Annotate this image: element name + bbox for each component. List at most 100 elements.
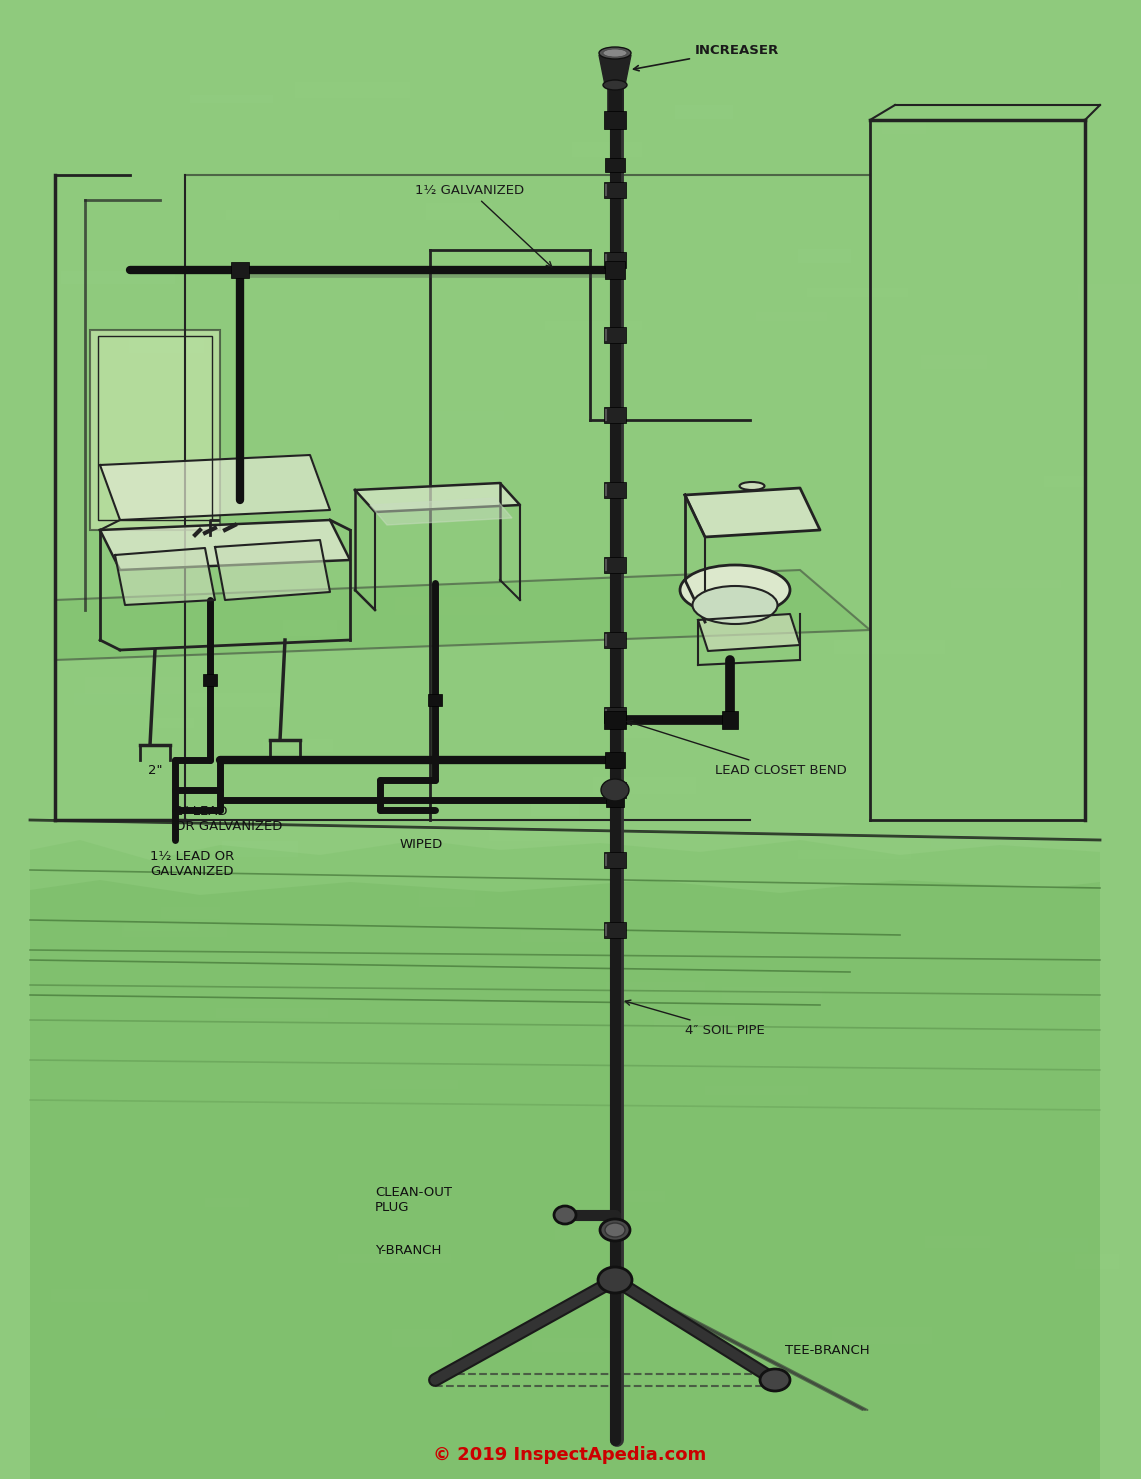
- Bar: [161, 907, 220, 920]
- Bar: [145, 717, 194, 728]
- Bar: [925, 1235, 990, 1248]
- Polygon shape: [685, 488, 820, 537]
- Bar: [606, 793, 624, 808]
- Bar: [122, 924, 227, 936]
- Polygon shape: [698, 614, 800, 651]
- Bar: [1062, 98, 1136, 111]
- Bar: [950, 580, 1061, 589]
- Polygon shape: [100, 456, 330, 521]
- Bar: [981, 1338, 1066, 1350]
- Bar: [191, 95, 273, 104]
- Bar: [593, 776, 696, 794]
- Bar: [722, 711, 738, 729]
- Bar: [606, 982, 705, 992]
- Bar: [393, 1330, 452, 1347]
- Bar: [604, 707, 626, 723]
- Bar: [610, 728, 656, 738]
- Bar: [605, 158, 625, 172]
- Bar: [203, 674, 217, 686]
- Bar: [222, 842, 298, 856]
- Bar: [604, 632, 626, 648]
- Bar: [1075, 1254, 1119, 1269]
- Text: 1½ GALVANIZED: 1½ GALVANIZED: [415, 183, 552, 268]
- Ellipse shape: [599, 47, 631, 59]
- Bar: [74, 694, 170, 705]
- Polygon shape: [599, 55, 631, 84]
- Bar: [370, 1080, 458, 1089]
- Bar: [604, 711, 626, 729]
- Ellipse shape: [693, 586, 777, 624]
- Bar: [544, 321, 642, 330]
- Bar: [798, 248, 851, 263]
- Bar: [834, 640, 945, 654]
- Bar: [419, 890, 475, 907]
- Ellipse shape: [760, 1370, 790, 1392]
- Bar: [832, 1327, 931, 1344]
- Text: 4″ SOIL PIPE: 4″ SOIL PIPE: [625, 1000, 764, 1037]
- Polygon shape: [215, 540, 330, 600]
- Bar: [604, 782, 626, 799]
- Bar: [205, 1198, 250, 1207]
- Bar: [124, 921, 197, 932]
- Ellipse shape: [739, 482, 764, 490]
- Bar: [996, 1118, 1073, 1134]
- Bar: [226, 210, 339, 220]
- Bar: [604, 111, 626, 129]
- Bar: [604, 327, 626, 343]
- Ellipse shape: [598, 1268, 632, 1293]
- Ellipse shape: [605, 1223, 625, 1236]
- Bar: [532, 1338, 615, 1352]
- Bar: [1029, 1238, 1087, 1253]
- Bar: [1078, 284, 1141, 300]
- Text: TEE-BRANCH: TEE-BRANCH: [785, 1343, 869, 1356]
- Bar: [90, 330, 220, 529]
- Bar: [98, 336, 212, 521]
- Bar: [395, 598, 510, 615]
- Bar: [604, 482, 626, 498]
- Text: 2″ LEAD
OR GALVANIZED: 2″ LEAD OR GALVANIZED: [175, 805, 282, 833]
- Text: LEAD CLOSET BEND: LEAD CLOSET BEND: [628, 720, 847, 776]
- Polygon shape: [100, 521, 350, 569]
- Bar: [798, 849, 911, 859]
- Ellipse shape: [600, 1219, 630, 1241]
- Bar: [60, 271, 175, 284]
- Polygon shape: [355, 484, 520, 512]
- Ellipse shape: [601, 779, 629, 802]
- Bar: [922, 355, 987, 370]
- Ellipse shape: [555, 1205, 576, 1225]
- Bar: [572, 142, 642, 157]
- Text: 2": 2": [147, 763, 162, 776]
- Bar: [605, 751, 625, 768]
- Bar: [1044, 476, 1087, 487]
- Bar: [283, 621, 337, 636]
- Bar: [521, 930, 614, 942]
- Bar: [339, 1254, 451, 1263]
- Bar: [188, 692, 289, 707]
- Polygon shape: [115, 549, 215, 605]
- Bar: [604, 558, 626, 572]
- Ellipse shape: [602, 80, 628, 90]
- Bar: [604, 921, 626, 938]
- Bar: [422, 411, 504, 420]
- Bar: [605, 260, 625, 280]
- Bar: [129, 339, 204, 353]
- Bar: [97, 1409, 165, 1418]
- Bar: [674, 105, 733, 118]
- Ellipse shape: [602, 49, 628, 58]
- Bar: [604, 852, 626, 868]
- Bar: [604, 407, 626, 423]
- Bar: [217, 1009, 329, 1018]
- Bar: [294, 81, 410, 98]
- Bar: [622, 1191, 664, 1202]
- Bar: [882, 117, 925, 135]
- Polygon shape: [55, 569, 869, 660]
- Text: 1½ LEAD OR
GALVANIZED: 1½ LEAD OR GALVANIZED: [149, 850, 234, 879]
- Bar: [756, 312, 827, 321]
- Polygon shape: [30, 880, 1100, 1479]
- Bar: [349, 487, 446, 501]
- Bar: [654, 1016, 735, 1029]
- Ellipse shape: [680, 565, 790, 615]
- Bar: [264, 740, 333, 753]
- Polygon shape: [30, 840, 1100, 1479]
- Bar: [489, 828, 580, 842]
